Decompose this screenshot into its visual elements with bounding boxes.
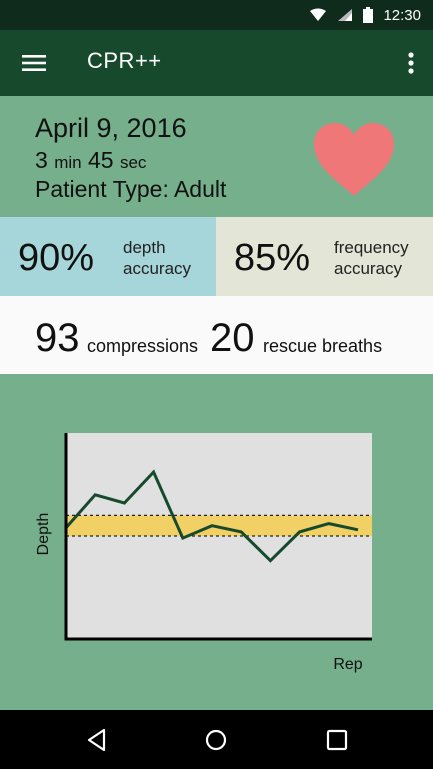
- app-title: CPR++: [87, 48, 162, 73]
- system-nav-bar: [0, 710, 433, 769]
- depth-series-line: [64, 469, 359, 563]
- duration-seconds: 45: [87, 147, 114, 173]
- frequency-accuracy-label: frequency accuracy: [334, 237, 409, 279]
- frequency-accuracy-label-line2: accuracy: [334, 259, 403, 278]
- depth-accuracy-label: depth accuracy: [123, 237, 191, 279]
- recents-icon[interactable]: [324, 727, 350, 753]
- status-bar: 12:30: [0, 0, 433, 30]
- depth-chart: Depth Rep: [0, 374, 433, 710]
- status-time: 12:30: [383, 6, 421, 24]
- depth-chart-svg: Depth Rep: [35, 433, 372, 673]
- session-date: April 9, 2016: [35, 113, 187, 143]
- overflow-menu-icon[interactable]: [401, 48, 421, 78]
- frequency-accuracy-panel: 85% frequency accuracy: [216, 217, 433, 296]
- rescue-breaths-label: rescue breaths: [263, 336, 383, 356]
- heart-icon: [314, 123, 394, 196]
- counts-row: 93 compressions 20 rescue breaths: [0, 296, 433, 374]
- battery-icon: [363, 7, 374, 23]
- y-axis-label: Depth: [35, 513, 52, 556]
- wifi-icon: [310, 8, 327, 21]
- app-bar: CPR++: [0, 30, 433, 96]
- session-summary: April 9, 2016 3 min 45 sec Patient Type:…: [0, 96, 433, 217]
- session-duration: 3 min 45 sec: [35, 147, 146, 174]
- back-icon[interactable]: [84, 727, 110, 753]
- depth-accuracy-value: 90%: [18, 237, 95, 279]
- x-axis-label: Rep: [333, 656, 362, 673]
- depth-accuracy-panel: 90% depth accuracy: [0, 217, 216, 296]
- frequency-accuracy-label-line1: frequency: [334, 238, 409, 257]
- patient-type: Patient Type: Adult: [35, 176, 227, 202]
- accuracy-row: 90% depth accuracy 85% frequency accurac…: [0, 217, 433, 296]
- cell-signal-icon: [338, 9, 353, 21]
- compressions-label: compressions: [87, 336, 199, 356]
- duration-minutes-unit: min: [54, 153, 82, 172]
- menu-icon[interactable]: [20, 49, 48, 77]
- rescue-breaths-count: 20: [210, 316, 255, 360]
- compressions-count: 93: [35, 316, 80, 360]
- duration-seconds-unit: sec: [119, 153, 147, 172]
- frequency-accuracy-value: 85%: [234, 237, 311, 279]
- home-icon[interactable]: [203, 727, 229, 753]
- duration-minutes: 3: [35, 147, 48, 173]
- depth-accuracy-label-line2: accuracy: [123, 259, 192, 278]
- depth-accuracy-label-line1: depth: [123, 238, 166, 257]
- status-icons: 12:30: [309, 0, 421, 30]
